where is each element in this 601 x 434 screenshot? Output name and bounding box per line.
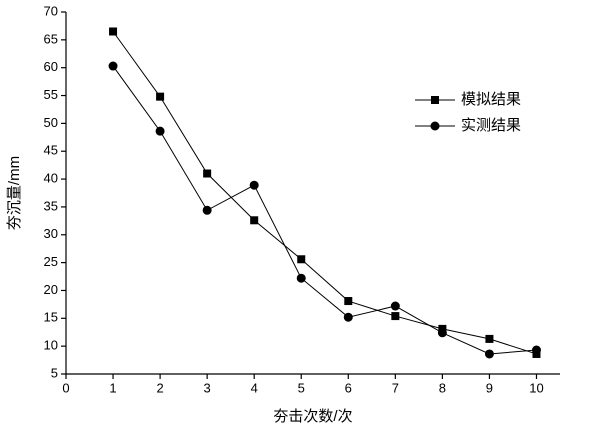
y-tick-label: 15 (44, 310, 58, 325)
data-point (203, 169, 212, 178)
y-tick-label: 35 (44, 198, 58, 213)
y-tick-label: 5 (51, 365, 58, 380)
data-point (296, 273, 306, 283)
data-point (297, 255, 306, 264)
x-tick-label: 3 (204, 380, 211, 395)
y-axis-label: 夯沉量/mm (6, 156, 23, 230)
data-point (484, 349, 494, 359)
y-tick-label: 55 (44, 87, 58, 102)
data-point (249, 180, 259, 190)
y-tick-label: 40 (44, 171, 58, 186)
x-tick-label: 1 (109, 380, 116, 395)
series-line (112, 65, 537, 355)
data-point (437, 328, 447, 338)
x-tick-label: 7 (392, 380, 399, 395)
y-tick-label: 50 (44, 115, 58, 130)
data-point (108, 61, 118, 71)
y-tick-label: 70 (44, 3, 58, 18)
y-tick-label: 60 (44, 59, 58, 74)
data-point (390, 301, 400, 311)
x-tick-label: 6 (345, 380, 352, 395)
data-point (344, 297, 353, 306)
legend-label: 模拟结果 (461, 91, 521, 108)
data-point (391, 312, 400, 321)
y-tick-label: 25 (44, 254, 58, 269)
x-tick-label: 5 (298, 380, 305, 395)
series-line (112, 31, 537, 355)
data-point (343, 312, 353, 322)
legend-label: 实测结果 (461, 117, 521, 134)
data-point (485, 334, 494, 343)
x-tick-label: 0 (62, 380, 69, 395)
data-point (202, 205, 212, 215)
data-point (155, 126, 165, 136)
y-tick-label: 20 (44, 282, 58, 297)
data-point (531, 345, 541, 355)
data-point (156, 92, 165, 101)
x-tick-label: 10 (529, 380, 543, 395)
data-point (250, 216, 259, 225)
x-tick-label: 9 (486, 380, 493, 395)
legend-marker (430, 121, 440, 131)
x-tick-label: 2 (156, 380, 163, 395)
y-tick-label: 45 (44, 143, 58, 158)
y-tick-label: 30 (44, 226, 58, 241)
legend-marker (431, 96, 439, 104)
data-point (109, 27, 118, 36)
y-tick-label: 65 (44, 31, 58, 46)
y-tick-label: 10 (44, 338, 58, 353)
x-tick-label: 4 (251, 380, 258, 395)
x-axis-label: 夯击次数/次 (273, 408, 352, 425)
x-tick-label: 8 (439, 380, 446, 395)
